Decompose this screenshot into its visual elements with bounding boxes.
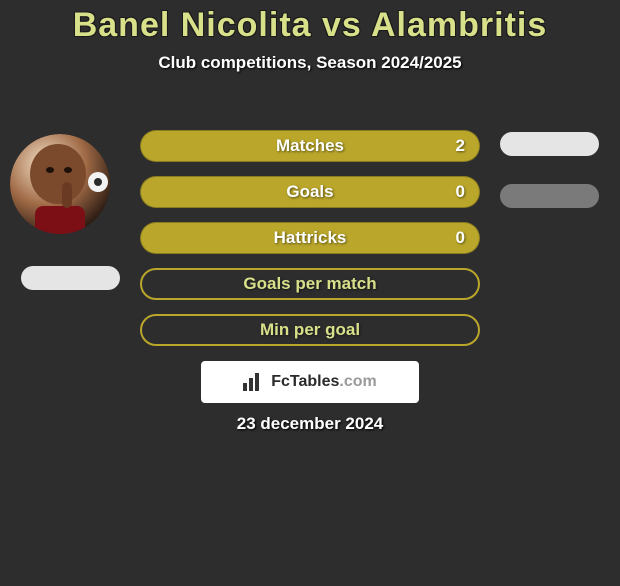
- stat-value: 0: [456, 182, 465, 202]
- snapshot-date: 23 december 2024: [0, 414, 620, 434]
- page-title: Banel Nicolita vs Alambritis: [0, 6, 620, 45]
- page-subtitle: Club competitions, Season 2024/2025: [0, 53, 620, 73]
- bar-chart-icon: [243, 373, 265, 391]
- stat-value: 2: [456, 136, 465, 156]
- stat-label: Matches: [276, 136, 344, 156]
- branding-text: FcTables.com: [271, 373, 377, 391]
- stat-label: Goals per match: [243, 274, 376, 294]
- player-right-pill-0: [500, 132, 599, 156]
- stats-rows: Matches 2 Goals 0 Hattricks 0 Goals per match M…: [140, 130, 480, 360]
- stat-label: Hattricks: [274, 228, 347, 248]
- player-left-pill: [21, 266, 120, 290]
- stat-row-hattricks: Hattricks 0: [140, 222, 480, 254]
- stat-row-goals-per-match: Goals per match: [140, 268, 480, 300]
- stat-row-matches: Matches 2: [140, 130, 480, 162]
- player-left-avatar: [10, 134, 110, 234]
- stat-label: Min per goal: [260, 320, 360, 340]
- avatar-photo-placeholder: [10, 134, 110, 234]
- player-right-pill-1: [500, 184, 599, 208]
- stat-value: 0: [456, 228, 465, 248]
- stat-label: Goals: [286, 182, 333, 202]
- stat-row-goals: Goals 0: [140, 176, 480, 208]
- branding-badge: FcTables.com: [201, 361, 419, 403]
- stat-row-min-per-goal: Min per goal: [140, 314, 480, 346]
